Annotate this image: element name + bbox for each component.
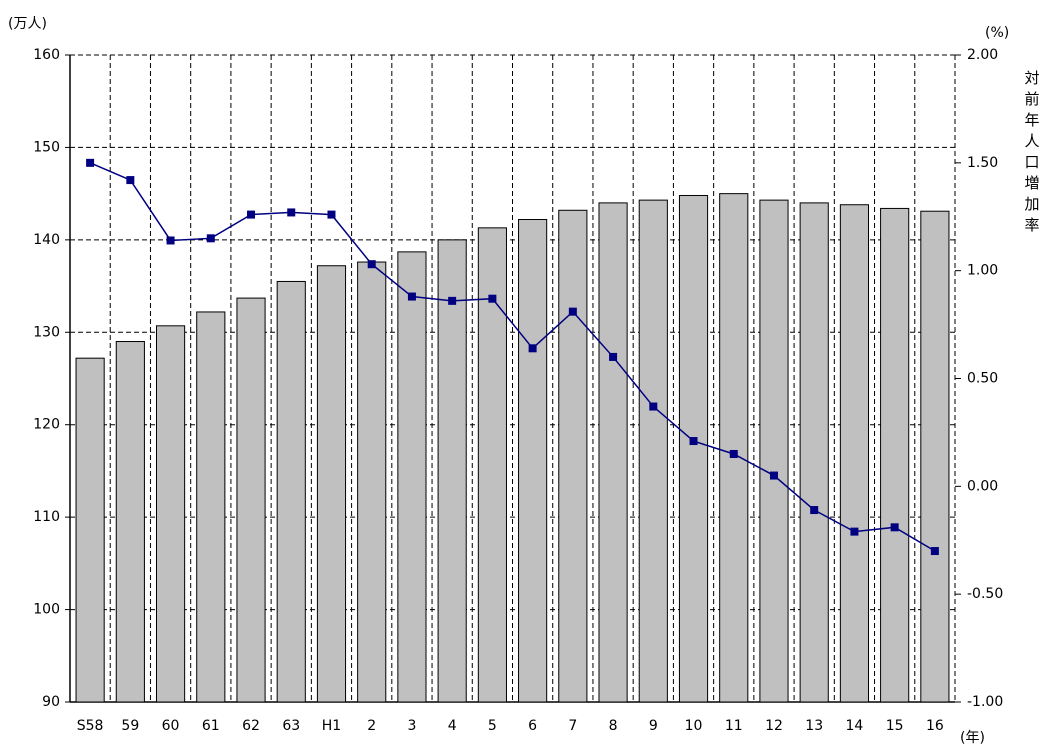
x-tick-label: 59 (121, 718, 139, 734)
bar (115, 341, 145, 703)
x-tick-label: 15 (886, 718, 904, 734)
x-tick-label: 2 (367, 718, 376, 734)
bar (799, 202, 829, 703)
bar (638, 199, 668, 703)
x-tick-label: 4 (448, 718, 457, 734)
line-marker (86, 158, 95, 167)
line-marker (810, 506, 819, 515)
bar (196, 311, 226, 703)
bar (839, 204, 870, 703)
x-tick-label: 9 (649, 718, 658, 734)
x-tick-label: 7 (568, 718, 577, 734)
line-marker (247, 210, 256, 219)
line-marker (367, 260, 376, 269)
line-marker (488, 294, 497, 303)
y-tick-label: 90 (42, 694, 60, 710)
line-marker (930, 547, 939, 556)
x-tick-label: 6 (528, 718, 537, 734)
bar (920, 210, 950, 703)
line-marker (649, 402, 658, 411)
line-marker (609, 352, 618, 361)
y-tick-label: 100 (33, 602, 60, 618)
line-marker (568, 307, 577, 316)
bar (276, 280, 306, 703)
x-tick-label: 10 (685, 718, 703, 734)
x-tick-label: 11 (725, 718, 743, 734)
x-tick-label: 16 (926, 718, 944, 734)
x-tick-label: 12 (765, 718, 783, 734)
x-tick-label: 3 (407, 718, 416, 734)
x-tick-label: S58 (77, 718, 104, 734)
y2-tick-label: 0.00 (967, 478, 998, 494)
bar (598, 202, 628, 703)
bar (719, 193, 749, 703)
y2-tick-label: 2.00 (967, 47, 998, 63)
x-tick-label: 13 (805, 718, 823, 734)
bar (678, 194, 709, 703)
line-marker (287, 208, 296, 217)
line-marker (126, 176, 135, 185)
y-axis-label: (万人) (8, 16, 47, 32)
x-tick-label: 61 (202, 718, 220, 734)
bar (437, 239, 467, 703)
y2-tick-label: 1.50 (967, 155, 998, 171)
x-tick-label: 60 (162, 718, 180, 734)
x-tick-label: 14 (846, 718, 864, 734)
y2-axis-title: 対前年人口増加率 (1023, 70, 1041, 238)
y-tick-label: 160 (33, 47, 60, 63)
bar (75, 357, 105, 703)
line-marker (327, 210, 336, 219)
y-tick-label: 150 (33, 139, 60, 155)
line-marker (769, 471, 778, 480)
y-tick-label: 110 (33, 509, 60, 525)
line-marker (206, 234, 215, 243)
y2-tick-label: 1.00 (967, 263, 998, 279)
line-marker (448, 296, 457, 305)
line-marker (528, 344, 537, 353)
line-marker (850, 527, 859, 536)
x-tick-label: 8 (609, 718, 618, 734)
y2-tick-label: -1.00 (967, 694, 1003, 710)
y2-tick-label: -0.50 (967, 586, 1003, 602)
bar (236, 297, 266, 703)
x-axis-label: (年) (960, 730, 985, 746)
x-tick-label: 62 (242, 718, 260, 734)
bar (759, 199, 789, 703)
bar (477, 227, 507, 703)
x-tick-label: 5 (488, 718, 497, 734)
y2-axis-label: (%) (985, 25, 1009, 41)
line-marker (407, 292, 416, 301)
x-tick-label: 63 (282, 718, 300, 734)
bar (558, 209, 588, 703)
y2-tick-label: 0.50 (967, 371, 998, 387)
line-marker (729, 449, 738, 458)
bar (155, 325, 186, 703)
line (89, 162, 936, 552)
y-tick-label: 130 (33, 324, 60, 340)
y-tick-label: 140 (33, 232, 60, 248)
bar (880, 207, 910, 703)
bar (397, 251, 427, 703)
bar (316, 265, 347, 703)
x-tick-label: H1 (322, 718, 341, 734)
line-marker (689, 437, 698, 446)
y-tick-label: 120 (33, 417, 60, 433)
bar (518, 219, 548, 703)
line-marker (166, 236, 175, 245)
line-marker (890, 523, 899, 532)
bar (357, 261, 387, 703)
